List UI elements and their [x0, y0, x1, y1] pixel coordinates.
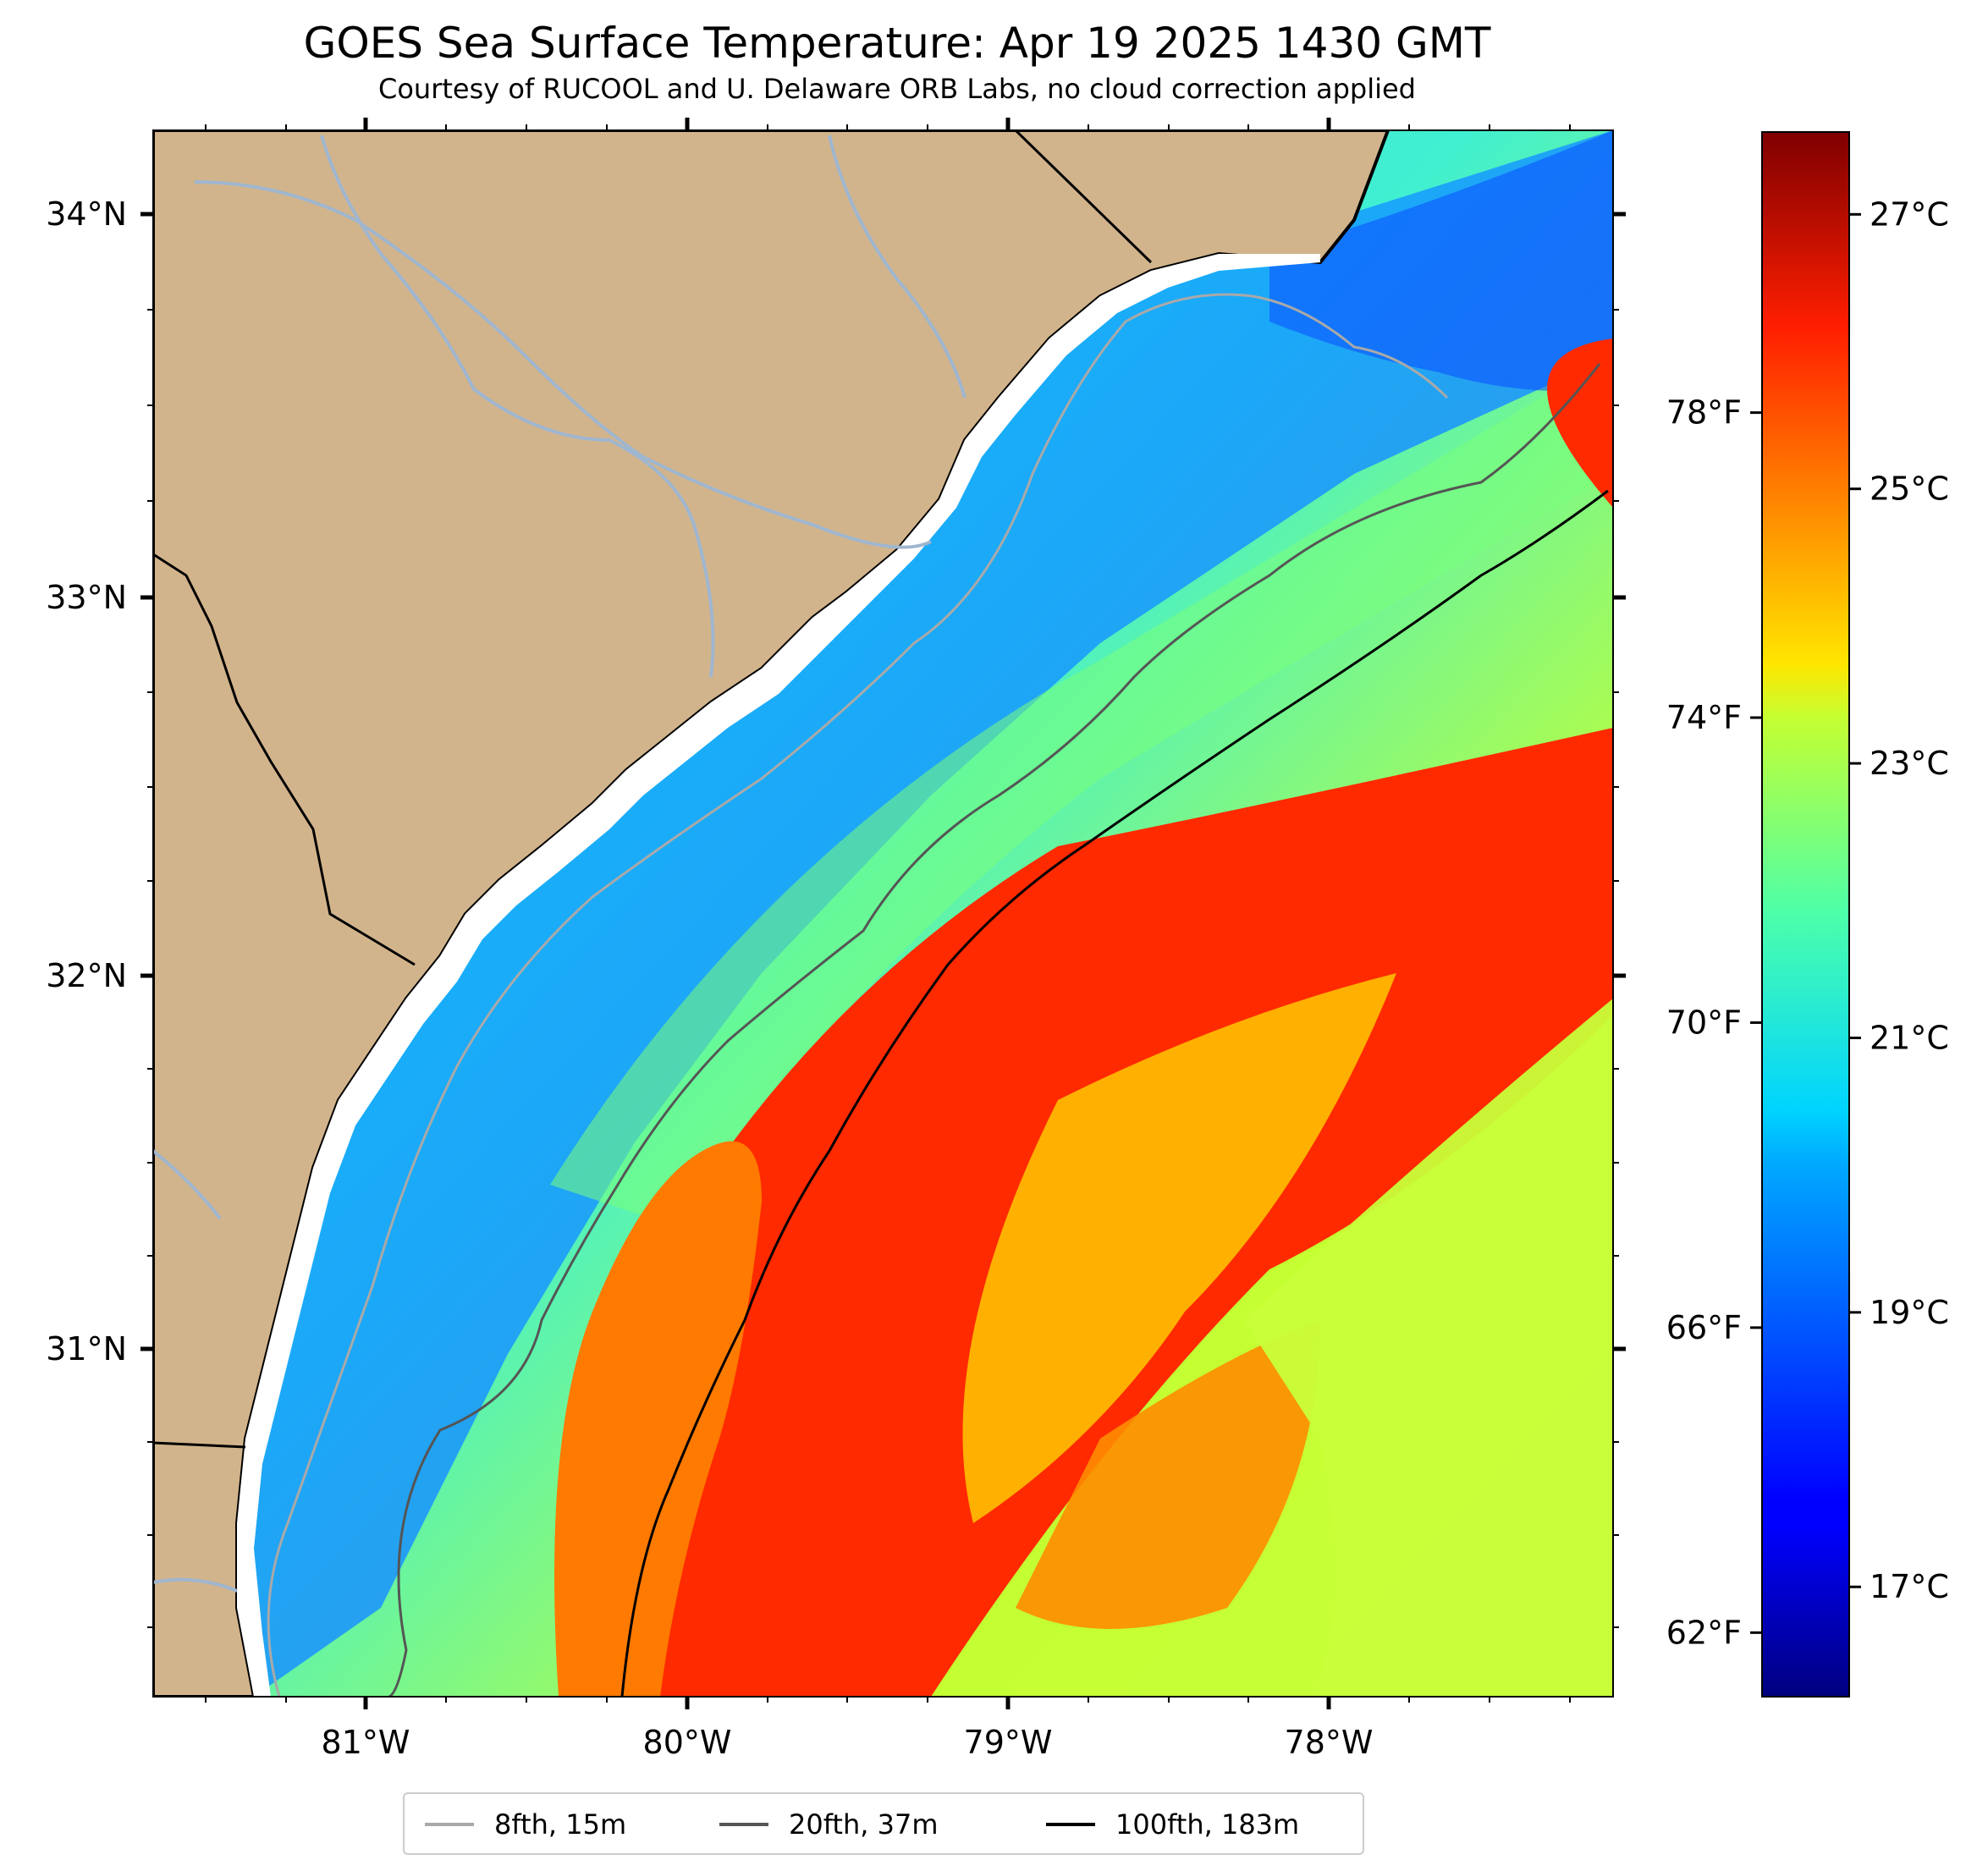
- colorbar-fahrenheit-ticks: 78°F 74°F 70°F 66°F 62°F: [1666, 394, 1762, 1651]
- colorbar-fahrenheit-label: 74°F: [1666, 699, 1742, 736]
- colorbar-gradient: [1761, 131, 1850, 1698]
- colorbar-celsius-label: 23°C: [1870, 745, 1949, 782]
- x-axis-top: [205, 118, 1571, 130]
- isobath-legend: 8fth, 15m 20fth, 37m 100fth, 183m: [403, 1792, 1364, 1855]
- chart-subtitle: Courtesy of RUCOOL and U. Delaware ORB L…: [378, 73, 1416, 105]
- y-tick-label: 31°N: [46, 1330, 127, 1367]
- colorbar-fahrenheit-label: 62°F: [1666, 1614, 1742, 1651]
- state-border-sc-ga: [153, 553, 416, 966]
- legend-item-8fth: 8fth, 15m: [425, 1808, 627, 1841]
- legend-label: 100fth, 183m: [1115, 1808, 1300, 1841]
- y-tick-label: 32°N: [46, 957, 127, 994]
- warm-filaments: [962, 973, 1396, 1523]
- colorbar-celsius-label: 19°C: [1870, 1294, 1949, 1331]
- x-tick-label: 80°W: [643, 1724, 732, 1761]
- no-data-band: [237, 254, 1320, 1697]
- isobath-20fth: [388, 363, 1601, 1697]
- map-frame: [152, 129, 1614, 1698]
- colorbar-celsius-label: 21°C: [1870, 1019, 1949, 1056]
- colorbar-fahrenheit-label: 66°F: [1666, 1309, 1742, 1346]
- colorbar-fahrenheit-label: 70°F: [1666, 1004, 1742, 1041]
- colorbar: 27°C 25°C 23°C 21°C 19°C 17°C 78°F 74°F 70°F 66°…: [1666, 131, 1949, 1698]
- x-tick-label: 81°W: [322, 1724, 410, 1761]
- legend-swatch: [1046, 1823, 1095, 1826]
- river-santee: [320, 135, 715, 678]
- legend-item-100fth: 100fth, 183m: [1046, 1808, 1300, 1841]
- state-border-ga-fl: [153, 1441, 246, 1449]
- river-savannah: [153, 1149, 222, 1220]
- warm-eddy: [1016, 1320, 1320, 1629]
- cold-pool: [1269, 130, 1613, 392]
- legend-label: 8fth, 15m: [494, 1808, 627, 1841]
- colorbar-celsius-ticks: 27°C 25°C 23°C 21°C 19°C 17°C: [1849, 195, 1949, 1605]
- river-pee-dee: [194, 180, 932, 549]
- chart-title: GOES Sea Surface Temperature: Apr 19 202…: [303, 19, 1491, 68]
- y-axis-right: [1613, 212, 1626, 1628]
- colorbar-celsius-label: 17°C: [1870, 1568, 1949, 1605]
- transition-band: [550, 355, 1613, 1227]
- isobath-100fth: [620, 489, 1609, 1697]
- x-axis: 81°W 80°W 79°W 78°W: [205, 1697, 1571, 1761]
- isobath-8fth: [267, 293, 1449, 1697]
- colorbar-fahrenheit-label: 78°F: [1666, 394, 1742, 432]
- offshore-water: [1244, 999, 1613, 1697]
- river-st-marys: [153, 1577, 238, 1593]
- legend-swatch: [425, 1823, 474, 1826]
- x-tick-label: 79°W: [964, 1724, 1053, 1761]
- gulf-stream-core: [607, 338, 1613, 1697]
- cool-shelf-water: [153, 130, 1613, 1697]
- river-waccamaw: [828, 135, 966, 399]
- colorbar-celsius-label: 27°C: [1870, 195, 1949, 233]
- y-tick-label: 33°N: [46, 579, 127, 616]
- state-border-nc-sc: [1014, 130, 1153, 264]
- gulf-stream-west-edge: [554, 1141, 762, 1697]
- map-area: [153, 130, 1613, 1697]
- colorbar-celsius-label: 25°C: [1870, 471, 1949, 508]
- legend-label: 20fth, 37m: [789, 1808, 939, 1841]
- legend-swatch: [719, 1823, 768, 1826]
- legend-item-20fth: 20fth, 37m: [719, 1808, 939, 1841]
- x-tick-label: 78°W: [1285, 1724, 1374, 1761]
- y-axis: 34°N 33°N 32°N 31°N: [46, 195, 153, 1628]
- y-tick-label: 34°N: [46, 195, 127, 233]
